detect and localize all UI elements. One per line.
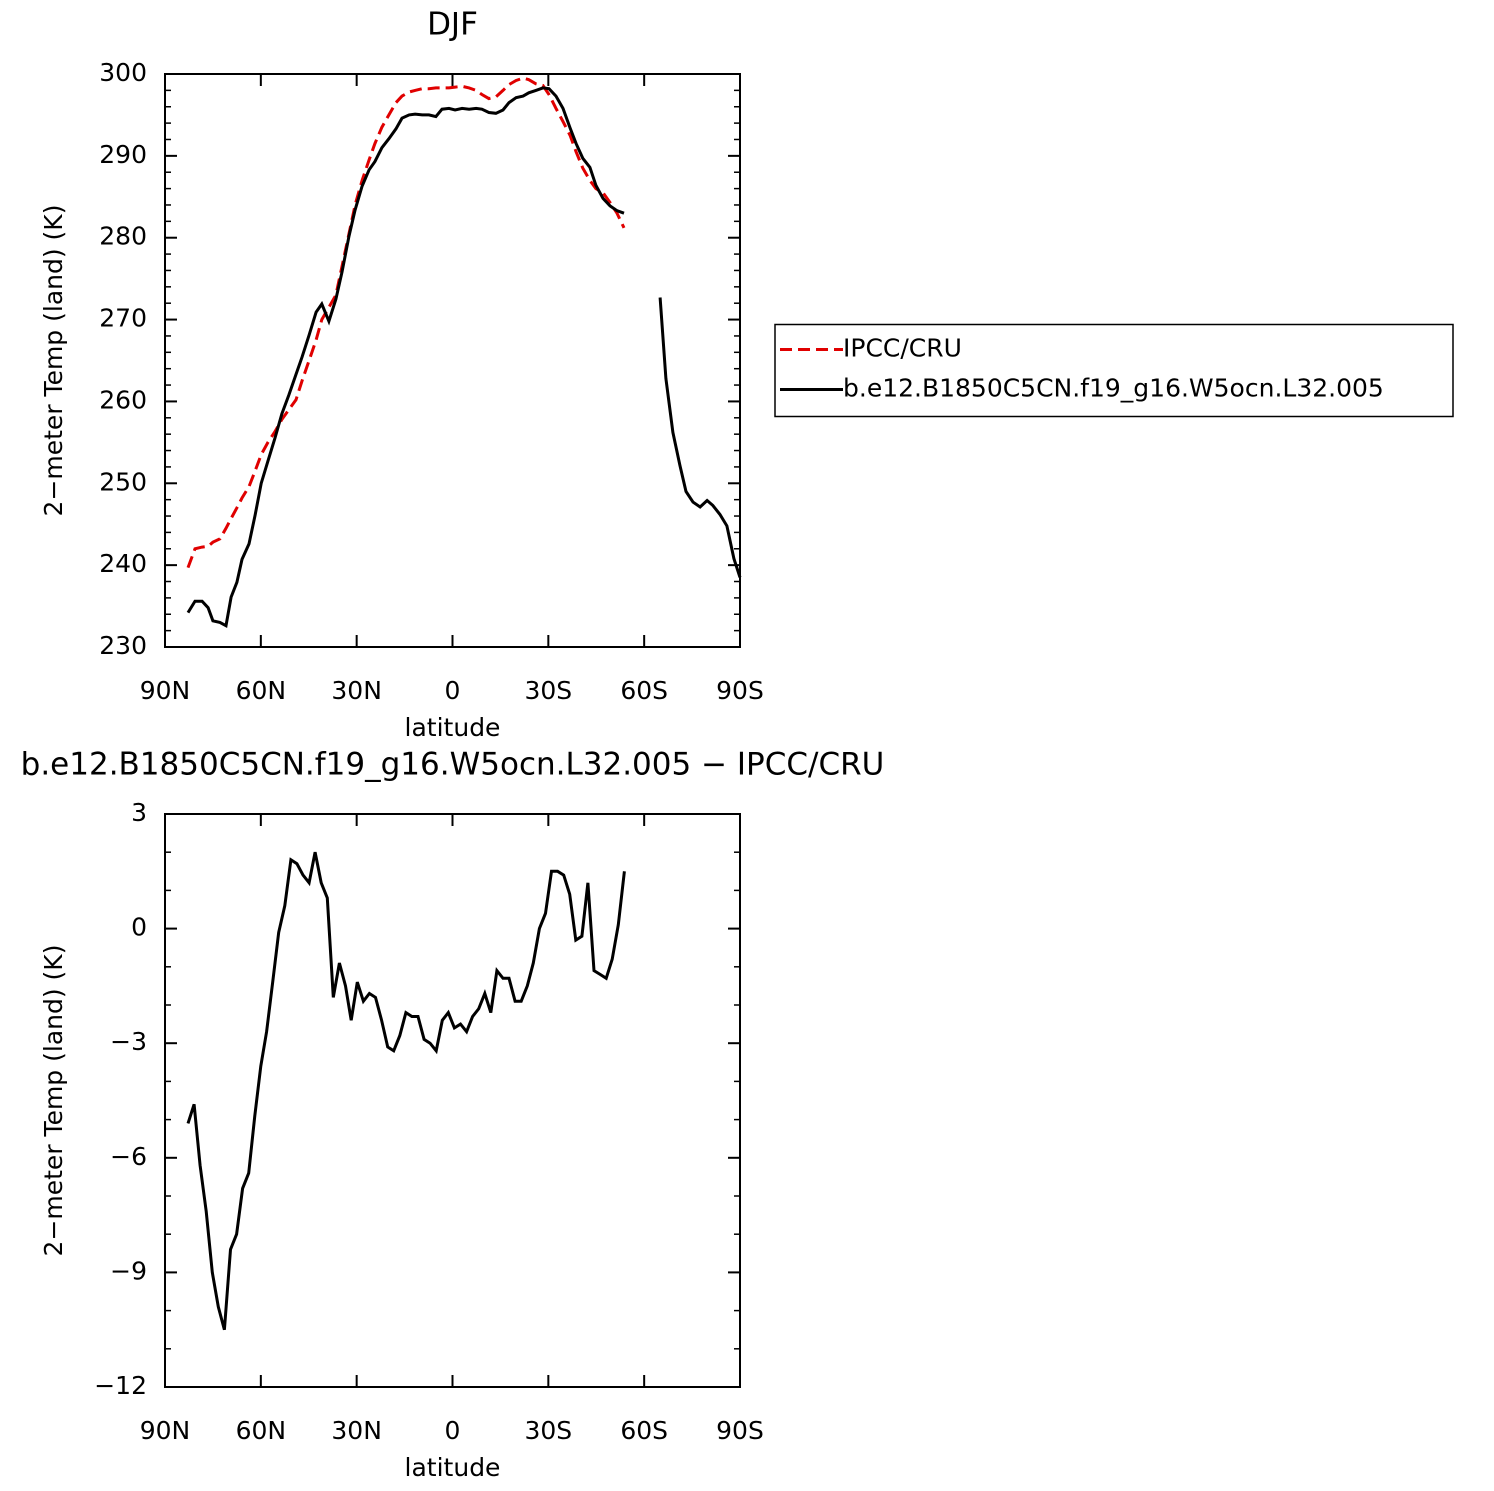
x-tick-label: 30S <box>524 676 572 705</box>
x-tick-label: 60S <box>620 1416 668 1445</box>
x-tick-label: 90N <box>140 1416 191 1445</box>
y-tick-label: 240 <box>99 549 147 578</box>
y-tick-label: 230 <box>99 631 147 660</box>
x-tick-label: 90N <box>140 676 191 705</box>
y-tick-label: −3 <box>110 1027 147 1056</box>
y-tick-label: 250 <box>99 467 147 496</box>
y-axis-label: 2−meter Temp (land) (K) <box>39 205 68 517</box>
x-tick-label: 30N <box>331 1416 382 1445</box>
y-tick-label: 290 <box>99 140 147 169</box>
chart-title: b.e12.B1850C5CN.f19_g16.W5ocn.L32.005 − … <box>21 747 885 783</box>
x-tick-label: 30N <box>331 676 382 705</box>
y-tick-label: −12 <box>94 1371 147 1400</box>
legend-box <box>774 323 1454 418</box>
y-tick-label: −9 <box>110 1256 147 1285</box>
y-tick-label: 260 <box>99 385 147 414</box>
legend-label: b.e12.B1850C5CN.f19_g16.W5ocn.L32.005 <box>843 374 1384 403</box>
x-tick-label: 60N <box>236 1416 287 1445</box>
x-tick-label: 30S <box>524 1416 572 1445</box>
y-tick-label: 270 <box>99 304 147 333</box>
y-tick-label: 280 <box>99 222 147 251</box>
data-line <box>186 851 626 1331</box>
x-tick-label: 60N <box>236 676 287 705</box>
y-tick-label: −6 <box>110 1142 147 1171</box>
x-tick-label: 90S <box>716 676 764 705</box>
x-tick-label: 0 <box>445 676 461 705</box>
y-tick-label: 0 <box>131 913 147 942</box>
y-axis-label: 2−meter Temp (land) (K) <box>39 945 68 1257</box>
y-tick-label: 3 <box>131 798 147 827</box>
x-axis-label: latitude <box>405 713 501 742</box>
y-tick-label: 300 <box>99 58 147 87</box>
data-line <box>186 86 742 629</box>
x-tick-label: 60S <box>620 676 668 705</box>
chart-title: DJF <box>427 7 478 43</box>
data-line <box>186 76 626 569</box>
legend-label: IPCC/CRU <box>843 334 962 363</box>
x-axis-label: latitude <box>405 1453 501 1482</box>
x-tick-label: 0 <box>445 1416 461 1445</box>
x-tick-label: 90S <box>716 1416 764 1445</box>
plot-frame <box>164 813 741 1388</box>
plot-frame <box>164 73 741 648</box>
